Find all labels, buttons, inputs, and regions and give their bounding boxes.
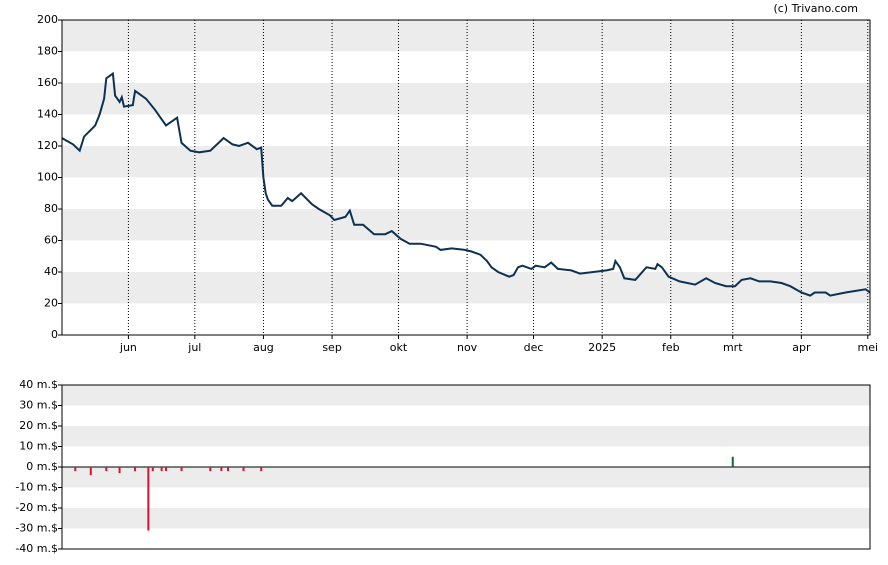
y-tick-label: 40 m.$ xyxy=(19,378,58,391)
bar xyxy=(147,467,150,531)
y-tick-label: 0 xyxy=(51,328,58,341)
bar xyxy=(180,467,183,472)
x-tick-label: jun xyxy=(119,341,137,354)
y-tick-label: 100 xyxy=(37,171,58,184)
x-tick-label: feb xyxy=(662,341,680,354)
y-tick-label: 10 m.$ xyxy=(19,440,58,453)
plot-frame xyxy=(61,384,871,550)
x-tick-label: 2025 xyxy=(588,341,616,354)
x-tick-label: mei xyxy=(858,341,879,354)
plot-frame xyxy=(61,19,871,336)
price-line xyxy=(61,71,871,297)
x-tick-label: dec xyxy=(524,341,544,354)
bar xyxy=(227,467,230,472)
grid-band xyxy=(62,146,870,178)
y-tick-label: -20 m.$ xyxy=(15,501,58,514)
bar xyxy=(160,467,163,472)
y-tick-label: -30 m.$ xyxy=(15,522,58,535)
grid-band xyxy=(62,426,870,447)
y-tick-label: 20 xyxy=(44,297,58,310)
bar xyxy=(151,467,154,472)
grid-band xyxy=(62,272,870,304)
x-tick-label: mrt xyxy=(723,341,743,354)
bar xyxy=(731,456,734,467)
grid-band xyxy=(62,83,870,115)
x-tick-label: sep xyxy=(322,341,341,354)
bar xyxy=(220,467,223,472)
x-tick-label: nov xyxy=(457,341,478,354)
y-tick-label: 30 m.$ xyxy=(19,399,58,412)
y-tick-label: 80 xyxy=(44,202,58,215)
y-tick-label: -40 m.$ xyxy=(15,542,58,555)
y-tick-label: 0 m.$ xyxy=(26,460,58,473)
grid-band xyxy=(62,508,870,529)
bar xyxy=(89,467,92,476)
bar xyxy=(260,467,263,472)
x-tick-label: aug xyxy=(253,341,274,354)
grid-band xyxy=(62,385,870,406)
x-tick-label: apr xyxy=(792,341,811,354)
bar xyxy=(209,467,212,472)
bar xyxy=(105,467,108,472)
bar xyxy=(118,467,121,474)
grid-band xyxy=(62,209,870,241)
y-tick-label: 140 xyxy=(37,108,58,121)
y-tick-label: 200 xyxy=(37,13,58,26)
grid-band xyxy=(62,467,870,488)
y-tick-label: 120 xyxy=(37,139,58,152)
credit: (c) Trivano.com xyxy=(773,2,858,15)
x-tick-label: okt xyxy=(390,341,408,354)
bar xyxy=(165,467,168,472)
y-tick-label: 180 xyxy=(37,45,58,58)
bar xyxy=(242,467,245,472)
x-tick-label: jul xyxy=(187,341,201,354)
y-tick-label: 20 m.$ xyxy=(19,419,58,432)
y-tick-label: 60 xyxy=(44,234,58,247)
bar xyxy=(134,467,137,472)
y-tick-label: 160 xyxy=(37,76,58,89)
grid-band xyxy=(62,20,870,52)
y-tick-label: -10 m.$ xyxy=(15,481,58,494)
y-tick-label: 40 xyxy=(44,265,58,278)
bar xyxy=(74,467,77,472)
